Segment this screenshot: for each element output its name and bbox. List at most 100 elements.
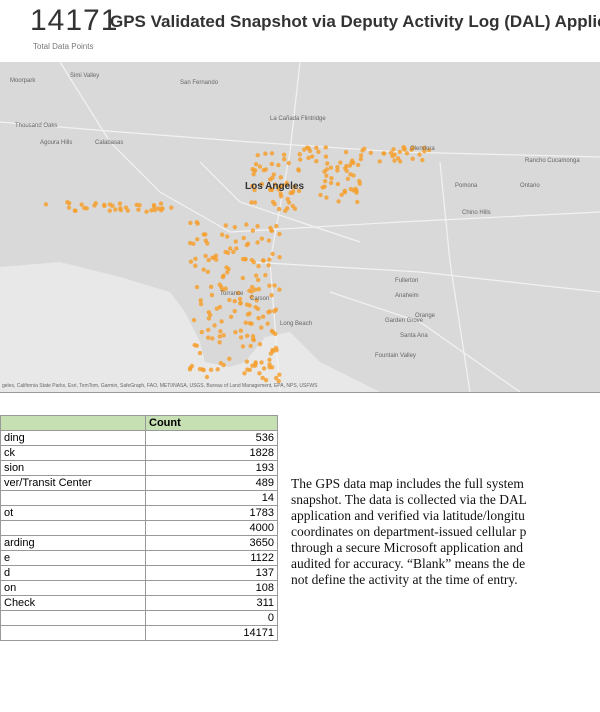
row-count: 311	[145, 595, 278, 611]
row-count: 3650	[145, 535, 278, 551]
gps-point	[318, 192, 323, 198]
gps-point	[296, 168, 302, 173]
gps-point	[201, 267, 206, 272]
gps-point	[392, 158, 397, 163]
map-label: Anaheim	[395, 293, 419, 299]
gps-point	[347, 163, 353, 168]
gps-point	[377, 159, 382, 164]
gps-point	[227, 356, 232, 361]
gps-point	[260, 375, 265, 381]
row-label: ot	[0, 505, 146, 521]
map-label: Simi Valley	[70, 73, 99, 79]
map-label: Garden Grove	[385, 318, 424, 324]
table-row: on 108	[0, 580, 278, 596]
gps-point	[218, 361, 224, 366]
gps-point	[118, 206, 123, 211]
gps-point	[208, 312, 213, 318]
map: Moorpark Simi Valley San Fernando Thousand …	[0, 62, 600, 393]
gps-point	[251, 337, 256, 342]
gps-point	[250, 183, 255, 189]
gps-point	[268, 351, 274, 356]
gps-point	[253, 273, 259, 278]
title: GPS Validated Snapshot via Deputy Activi…	[110, 12, 600, 31]
map-label: Moorpark	[10, 78, 36, 84]
gps-point	[260, 314, 266, 319]
gps-point	[285, 206, 290, 211]
gps-point	[232, 308, 237, 314]
gps-point	[343, 149, 349, 155]
gps-point	[297, 152, 302, 157]
gps-point	[292, 206, 298, 211]
gps-point	[240, 256, 246, 262]
subtitle: Total Data Points	[33, 42, 94, 51]
map-label: Glendora	[410, 146, 435, 152]
gps-point	[240, 275, 246, 281]
gps-point	[219, 232, 225, 237]
gps-point	[322, 178, 328, 184]
gps-point	[137, 203, 142, 208]
gps-point	[410, 145, 416, 150]
gps-point	[233, 239, 238, 244]
gps-point	[102, 203, 107, 209]
gps-point	[43, 202, 49, 207]
gps-point	[267, 357, 272, 363]
gps-point	[397, 149, 403, 154]
row-count: 1122	[145, 550, 278, 566]
gps-point	[195, 237, 200, 242]
gps-point	[255, 152, 260, 158]
map-label: Thousand Oaks	[15, 123, 57, 129]
map-label: Fountain Valley	[375, 353, 416, 359]
map-label: Fullerton	[395, 278, 418, 284]
map-label: Ontario	[520, 183, 540, 189]
table-row: ver/Transit Center 489	[0, 475, 278, 491]
gps-point	[316, 149, 321, 155]
row-label: sion	[0, 460, 146, 476]
gps-point	[194, 284, 200, 290]
gps-point	[194, 343, 199, 348]
gps-point	[270, 347, 275, 353]
gps-point	[273, 345, 279, 351]
gps-point	[323, 145, 328, 150]
row-label: d	[0, 565, 146, 581]
gps-point	[253, 361, 258, 366]
row-label	[0, 625, 146, 641]
gps-point	[353, 186, 358, 191]
gps-point	[249, 294, 254, 300]
gps-point	[224, 265, 229, 270]
gps-point	[276, 187, 281, 192]
gps-point	[243, 320, 249, 325]
gps-point	[276, 378, 281, 384]
gps-point	[197, 350, 203, 356]
row-label: on	[0, 580, 146, 596]
gps-point	[241, 235, 246, 241]
gps-point	[117, 201, 123, 206]
gps-point	[203, 238, 208, 243]
gps-point	[232, 298, 237, 304]
gps-point	[204, 374, 210, 380]
gps-point	[218, 329, 223, 334]
gps-point	[273, 307, 279, 312]
gps-point	[368, 150, 374, 156]
gps-point	[240, 344, 246, 349]
gps-point	[277, 287, 282, 292]
table-row: arding 3650	[0, 535, 278, 551]
gps-point	[329, 176, 334, 181]
gps-point	[362, 146, 367, 152]
gps-point	[269, 151, 275, 156]
gps-point	[228, 246, 233, 251]
gps-point	[219, 319, 224, 324]
gps-point	[252, 187, 257, 193]
gps-point	[426, 147, 432, 153]
map-label: Long Beach	[280, 321, 312, 327]
gps-point	[328, 180, 334, 186]
gps-point	[270, 251, 275, 257]
gps-point	[302, 147, 307, 152]
table-row: Check 311	[0, 595, 278, 611]
map-label: Agoura Hills	[40, 140, 72, 146]
gps-point	[306, 155, 311, 161]
gps-point	[263, 377, 269, 383]
table-row: 4000	[0, 520, 278, 536]
gps-point	[255, 277, 261, 283]
row-label: ver/Transit Center	[0, 475, 146, 491]
gps-point	[195, 221, 200, 226]
